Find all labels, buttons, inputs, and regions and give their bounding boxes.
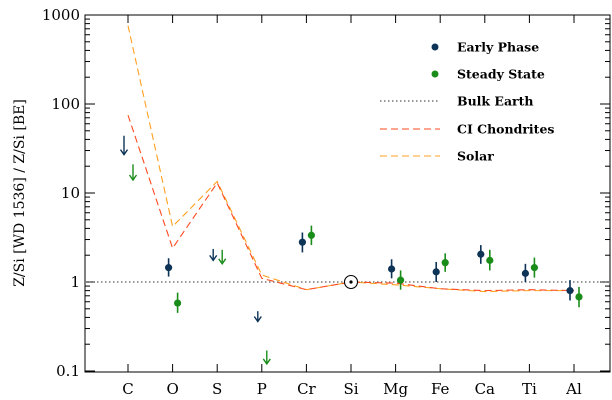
steady-upper-limit-P-head — [262, 358, 271, 366]
legend-steady-state-label: Steady State — [457, 67, 545, 82]
x-tick-label: Fe — [431, 380, 450, 398]
early-marker — [432, 268, 440, 276]
y-tick-label: 10 — [61, 184, 80, 202]
solar-line — [127, 25, 574, 293]
y-axis-label: Z/Si [WD 1536] / Z/Si [BE] — [12, 99, 28, 287]
early-point-Ti — [521, 263, 530, 282]
legend-bulk-earth-label: Bulk Earth — [457, 94, 534, 109]
early-upper-limit-P — [253, 311, 262, 323]
steady-upper-limit-S-head — [218, 258, 227, 266]
steady-point-Ti — [530, 257, 539, 278]
steady-marker — [174, 299, 182, 307]
y-tick-label: 0.1 — [56, 362, 80, 380]
x-tick-label: P — [257, 380, 267, 398]
steady-point-Fe — [441, 253, 449, 272]
x-tick-label: S — [212, 380, 222, 398]
early-marker — [566, 287, 574, 295]
early-point-Ca — [477, 245, 485, 264]
early-point-O — [165, 258, 173, 277]
points-layer — [119, 135, 583, 366]
legend-early-phase-label: Early Phase — [457, 40, 539, 55]
steady-upper-limit-S — [218, 249, 227, 266]
early-upper-limit-S — [209, 248, 218, 262]
early-upper-limit-C-head — [119, 149, 129, 156]
steady-marker — [397, 276, 405, 284]
legend-steady-state-marker — [431, 70, 439, 78]
steady-marker — [486, 256, 494, 264]
lines-layer — [85, 25, 610, 293]
early-upper-limit-S-head — [209, 254, 218, 262]
early-point-Mg — [388, 259, 396, 279]
early-point-Cr — [298, 232, 306, 253]
ci-chondrites-line — [127, 114, 575, 292]
x-tick-label: Al — [565, 380, 582, 398]
early-marker — [477, 250, 485, 258]
early-marker — [298, 238, 306, 246]
steady-point-Al — [575, 286, 583, 308]
legend-ci-chondrites-label: CI Chondrites — [457, 122, 554, 137]
early-marker — [165, 264, 173, 272]
steady-upper-limit-P — [262, 350, 271, 366]
early-upper-limit-P-head — [253, 316, 262, 323]
si-reference-dot — [349, 280, 353, 284]
steady-upper-limit-C — [128, 164, 138, 182]
x-tick-label: C — [122, 380, 133, 398]
early-marker — [521, 269, 530, 277]
steady-point-Ca — [486, 249, 494, 271]
x-tick-label: O — [166, 380, 178, 398]
early-point-Fe — [432, 261, 440, 282]
y-tick-label: 1000 — [42, 6, 80, 24]
x-tick-label: Mg — [383, 380, 408, 398]
y-tick-label: 1 — [70, 273, 80, 291]
x-tick-label: Si — [343, 380, 358, 398]
y-tick-label: 100 — [51, 95, 80, 113]
steady-marker — [307, 231, 315, 239]
legend-early-phase-marker — [431, 43, 439, 51]
steady-marker — [530, 264, 539, 272]
steady-marker — [575, 293, 583, 301]
steady-point-Cr — [307, 225, 315, 246]
x-tick-label: Ca — [475, 380, 495, 398]
legend: Early Phase Steady State Bulk Earth CI Chon… — [380, 40, 554, 164]
x-tick-label: Ti — [522, 380, 537, 398]
early-upper-limit-C — [119, 135, 129, 156]
steady-point-O — [174, 292, 182, 313]
steady-upper-limit-C-head — [128, 174, 138, 182]
ticks-layer: 0.1 1 10 100 1000 C O S P Cr Si Mg Fe Ca Ti Al — [42, 6, 610, 398]
x-tick-label: Cr — [297, 380, 316, 398]
early-point-Al — [566, 280, 574, 301]
early-marker — [388, 265, 396, 273]
steady-marker — [441, 259, 449, 267]
steady-point-Mg — [397, 270, 405, 290]
legend-solar-label: Solar — [457, 149, 494, 164]
